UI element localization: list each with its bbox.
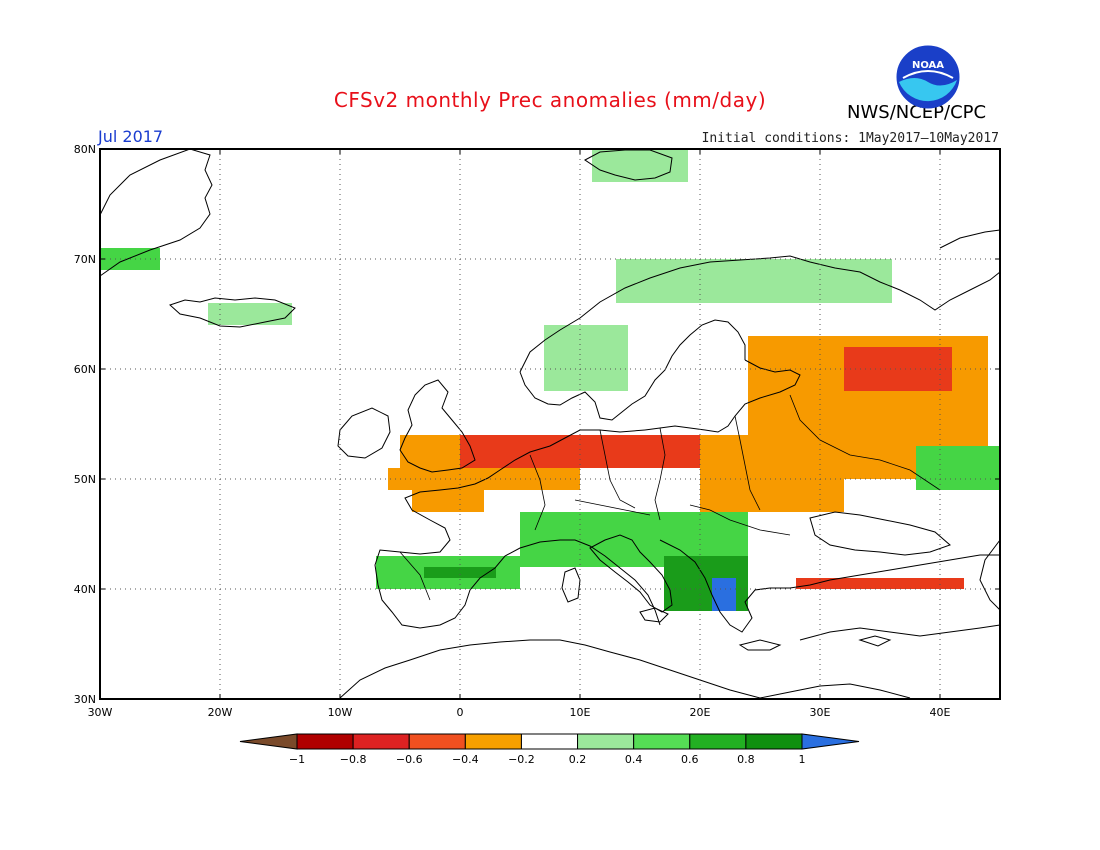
anomaly-patch-wet1 xyxy=(916,446,1000,490)
lat-label: 30N xyxy=(74,693,96,706)
colorbar-label: 0.2 xyxy=(569,753,587,766)
colorbar-label: 0.4 xyxy=(625,753,643,766)
anomaly-patch-dry1 xyxy=(844,347,952,391)
colorbar-bin xyxy=(352,733,410,750)
colorbar-bin xyxy=(296,733,354,750)
map-frame xyxy=(99,148,1001,700)
initial-conditions-label: Initial conditions: 1May2017–10May2017 xyxy=(701,131,999,146)
colorbar-bin xyxy=(633,733,691,750)
colorbar-label: 1 xyxy=(799,753,806,766)
anomaly-patch-wet0 xyxy=(592,149,688,182)
colorbar-bin xyxy=(464,733,522,750)
colorbar-label: −1 xyxy=(289,753,305,766)
anomaly-patches xyxy=(100,149,1000,611)
anomaly-patch-wet3 xyxy=(712,578,736,611)
colorbar-label: −0.2 xyxy=(508,753,535,766)
lon-label: 20W xyxy=(208,706,233,719)
lon-label: 20E xyxy=(690,706,711,719)
colorbar-labels: −1 −0.8 −0.6 −0.4 −0.2 0.2 0.4 0.6 0.8 1 xyxy=(289,753,806,766)
colorbar-label: −0.8 xyxy=(340,753,367,766)
colorbar-low-arrow xyxy=(239,733,298,750)
map-title: CFSv2 monthly Prec anomalies (mm/day) xyxy=(333,88,767,112)
anomaly-patch-wet0 xyxy=(544,325,628,391)
colorbar-bin xyxy=(745,733,803,750)
anomaly-patch-dry0 xyxy=(400,435,460,479)
colorbar-label: 0.6 xyxy=(681,753,699,766)
coastlines xyxy=(99,148,1001,699)
noaa-logo: NOAA xyxy=(895,44,961,114)
colorbar-bin xyxy=(408,733,466,750)
colorbar-bin xyxy=(689,733,747,750)
graticule xyxy=(100,149,1000,699)
latitude-labels: 80N 70N 60N 50N 40N 30N xyxy=(74,143,1000,706)
lon-label: 10E xyxy=(570,706,591,719)
forecast-month-label: Jul 2017 xyxy=(98,127,164,146)
colorbar-bin xyxy=(577,733,635,750)
lon-label: 0 xyxy=(457,706,464,719)
anomaly-patch-wet2 xyxy=(424,567,496,578)
colorbar xyxy=(239,733,860,750)
agency-label: NWS/NCEP/CPC xyxy=(847,102,987,123)
longitude-labels: 30W 20W 10W 0 10E 20E 30E 40E xyxy=(88,149,951,719)
noaa-logo-text: NOAA xyxy=(912,60,944,71)
lat-label: 40N xyxy=(74,583,96,596)
lat-label: 70N xyxy=(74,253,96,266)
anomaly-patch-dry0 xyxy=(700,435,844,512)
anomaly-patch-wet0 xyxy=(616,259,892,303)
lat-label: 50N xyxy=(74,473,96,486)
lon-label: 30E xyxy=(810,706,831,719)
lat-label: 80N xyxy=(74,143,96,156)
colorbar-label: −0.4 xyxy=(452,753,479,766)
colorbar-bin xyxy=(520,733,579,750)
colorbar-label: 0.8 xyxy=(737,753,755,766)
anomaly-patch-dry1 xyxy=(796,578,964,589)
colorbar-high-arrow xyxy=(801,733,860,750)
lon-label: 40E xyxy=(930,706,951,719)
anomaly-patch-wet0 xyxy=(208,303,292,325)
lat-label: 60N xyxy=(74,363,96,376)
lon-label: 30W xyxy=(88,706,113,719)
colorbar-label: −0.6 xyxy=(396,753,423,766)
lon-label: 10W xyxy=(328,706,353,719)
